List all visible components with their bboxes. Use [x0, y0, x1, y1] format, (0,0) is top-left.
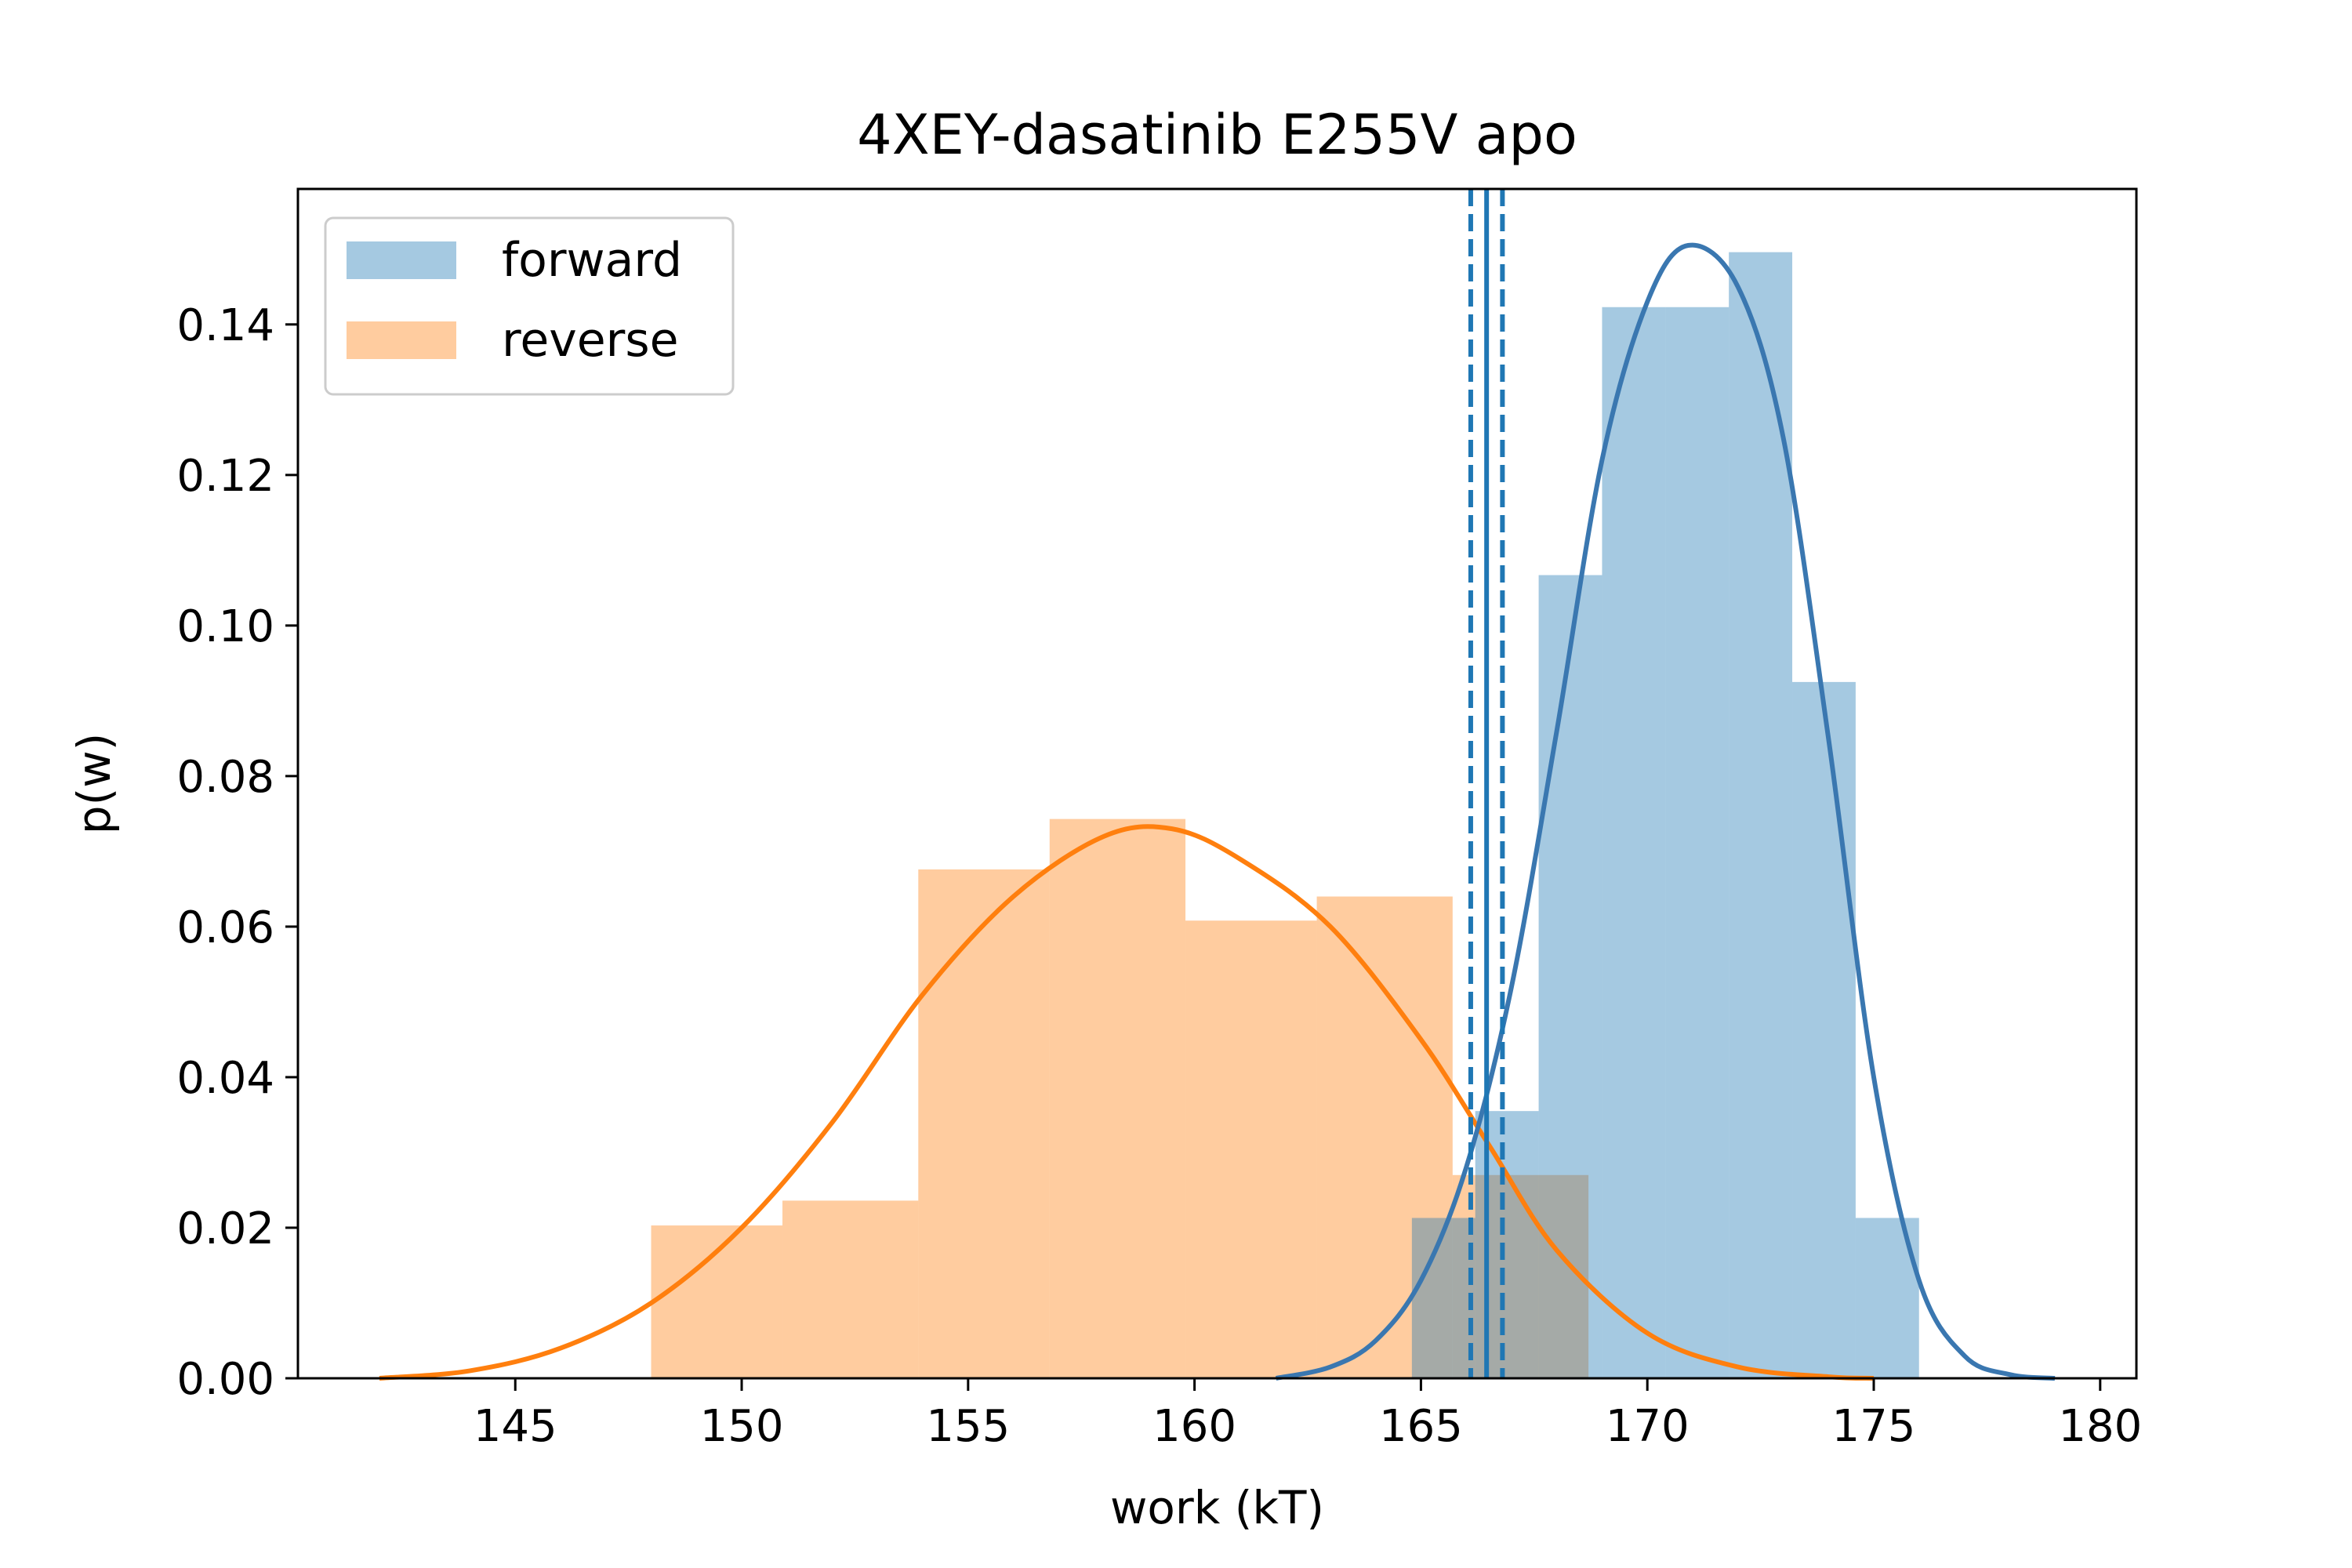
forward-hist-bar-4 [1665, 307, 1730, 1378]
y-tick-label-6: 0.12 [176, 451, 274, 502]
legend-label-reverse: reverse [502, 313, 679, 368]
x-tick-label-2: 155 [926, 1401, 1010, 1452]
reverse-hist-bar-3 [1049, 818, 1186, 1378]
x-axis-label: work (kT) [1110, 1481, 1324, 1534]
reverse-hist-bar-4 [1185, 920, 1317, 1378]
reverse-hist-bar-1 [782, 1200, 919, 1378]
y-tick-label-1: 0.02 [176, 1203, 274, 1254]
plot-area [379, 189, 2056, 1381]
reverse-hist-bar-5 [1316, 896, 1453, 1378]
legend-box [324, 216, 735, 396]
x-tick-label-7: 180 [2058, 1401, 2142, 1452]
y-tick-label-3: 0.06 [176, 902, 274, 953]
x-tick-label-0: 145 [474, 1401, 557, 1452]
legend: forward reverse [324, 216, 735, 396]
chart-title: 4XEY-dasatinib E255V apo [857, 103, 1577, 167]
y-tick-label-0: 0.00 [176, 1354, 274, 1405]
forward-hist-bar-3 [1602, 307, 1666, 1378]
reverse-hist-bar-2 [918, 869, 1050, 1378]
y-tick-label-2: 0.04 [176, 1053, 274, 1104]
y-axis-label: p(w) [67, 733, 121, 835]
x-tick-label-4: 165 [1379, 1401, 1463, 1452]
forward-kde-line [1275, 242, 2056, 1381]
y-tick-label-4: 0.08 [176, 752, 274, 803]
x-tick-label-3: 160 [1152, 1401, 1236, 1452]
legend-label-forward: forward [502, 233, 682, 288]
x-tick-label-5: 170 [1606, 1401, 1690, 1452]
forward-hist-bar-5 [1729, 252, 1793, 1378]
x-tick-label-6: 175 [1832, 1401, 1916, 1452]
forward-hist-bar-6 [1792, 681, 1856, 1378]
reverse-hist-bar-6 [1452, 1174, 1589, 1378]
x-tick-label-1: 150 [700, 1401, 784, 1452]
legend-swatch-reverse [347, 321, 456, 359]
reverse-kde-line [379, 824, 1875, 1381]
axis-ticks: 145 150 155 160 165 170 175 180 0.00 0.02 0.04 0.06… [176, 300, 2142, 1452]
forward-hist-bar-0 [1411, 1218, 1475, 1378]
forward-hist-bar-2 [1538, 575, 1602, 1378]
y-tick-label-7: 0.14 [176, 300, 274, 351]
plot-frame [296, 187, 2138, 1380]
y-tick-label-5: 0.10 [176, 601, 274, 652]
legend-swatch-forward [347, 241, 456, 279]
